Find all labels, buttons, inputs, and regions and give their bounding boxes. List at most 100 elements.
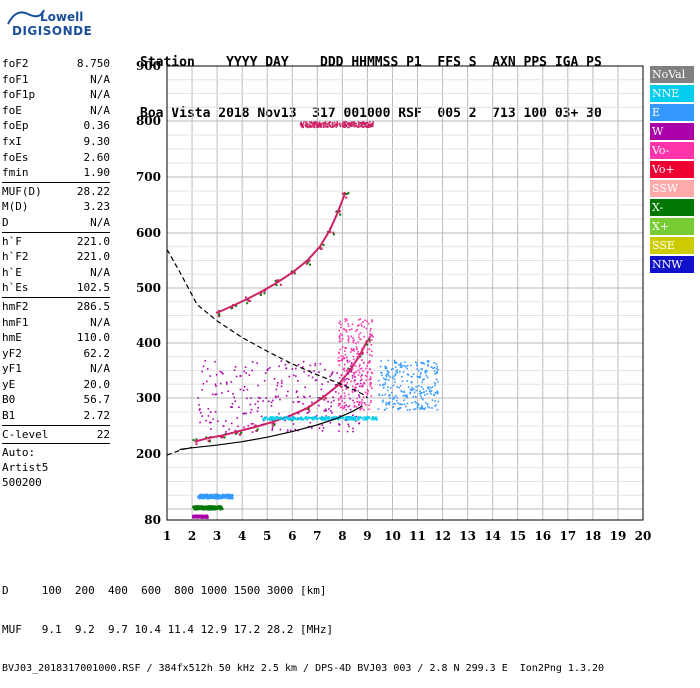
echo-point	[210, 428, 212, 430]
echo-point	[206, 495, 208, 497]
echo-point	[345, 370, 348, 372]
echo-point	[342, 121, 345, 124]
param-value: 110.0	[76, 331, 110, 345]
echo-point	[382, 383, 385, 386]
echo-point	[200, 497, 203, 499]
echo-point	[364, 367, 367, 370]
echo-point	[333, 125, 336, 128]
echo-point	[416, 405, 419, 407]
echo-point	[278, 417, 281, 419]
echo-point	[340, 326, 342, 329]
echo-point	[267, 418, 270, 420]
echo-point	[369, 385, 372, 387]
echo-point	[223, 497, 225, 499]
echo-point	[315, 416, 318, 418]
echo-point	[344, 363, 346, 366]
echo-point	[370, 344, 373, 346]
echo-point	[298, 400, 301, 403]
param-row: M(D) 3.23	[2, 199, 110, 215]
echo-point	[352, 125, 355, 127]
echo-point	[370, 399, 372, 402]
echo-point	[436, 408, 439, 411]
param-label: h`F	[2, 234, 22, 248]
echo-point	[387, 379, 390, 381]
echo-point	[193, 508, 196, 511]
echo-point	[403, 391, 406, 394]
header-line2: Boa Vista 2018 Nov13 317 001000 RSF 005 …	[140, 106, 602, 121]
echo-point	[378, 393, 381, 396]
echo-point	[390, 368, 393, 371]
echo-point	[319, 417, 322, 419]
echo-point	[274, 418, 277, 421]
echo-point	[227, 496, 229, 499]
echo-point	[324, 122, 327, 125]
echo-point	[340, 359, 342, 362]
echo-point	[366, 124, 368, 127]
echo-point	[351, 390, 354, 392]
echo-point	[415, 395, 417, 398]
echo-point	[433, 366, 436, 369]
echo-point	[194, 515, 197, 518]
echo-point	[391, 377, 394, 379]
echo-point	[358, 385, 361, 388]
echo-point	[368, 123, 370, 126]
echo-point	[425, 369, 427, 372]
echo-point	[242, 412, 245, 415]
echo-point	[206, 514, 209, 517]
echo-point	[280, 360, 283, 362]
echo-point	[435, 367, 438, 370]
echo-point	[352, 337, 354, 339]
echo-point	[387, 401, 390, 404]
echo-point	[194, 505, 196, 508]
echo-point	[338, 322, 341, 325]
param-label: MUF(D)	[2, 184, 42, 198]
echo-point	[225, 420, 227, 422]
echo-point	[425, 390, 428, 392]
echo-point	[370, 382, 372, 384]
echo-point	[300, 417, 303, 419]
echo-point	[343, 122, 346, 125]
trace-point	[275, 284, 278, 287]
param-value: 22	[96, 427, 110, 441]
echo-point	[303, 395, 305, 398]
param-label: hmE	[2, 331, 22, 345]
echo-point	[358, 125, 360, 128]
echo-point	[371, 125, 374, 128]
echo-point	[233, 396, 236, 399]
echo-point	[245, 412, 247, 415]
echo-point	[225, 381, 228, 384]
echo-point	[364, 125, 366, 127]
echo-point	[198, 404, 200, 406]
echo-point	[406, 367, 408, 370]
echo-point	[287, 418, 289, 420]
echo-point	[214, 393, 216, 396]
echo-point	[206, 505, 209, 508]
param-label: foE	[2, 103, 22, 117]
echo-point	[256, 410, 259, 413]
echo-point	[392, 406, 395, 408]
echo-point	[305, 125, 308, 128]
echo-point	[218, 506, 221, 509]
echo-point	[394, 373, 397, 375]
param-row: B1 2.72	[2, 408, 110, 424]
echo-point	[358, 333, 360, 336]
trace-point	[308, 409, 311, 412]
echo-point	[198, 409, 201, 411]
echo-point	[199, 508, 202, 511]
echo-point	[264, 418, 266, 421]
echo-point	[351, 323, 354, 326]
echo-point	[324, 121, 327, 123]
echo-point	[257, 406, 259, 409]
echo-point	[357, 416, 360, 418]
echo-point	[372, 335, 374, 338]
echo-point	[437, 400, 440, 403]
legend-item: X+	[650, 218, 694, 235]
echo-point	[315, 121, 318, 123]
echo-point	[335, 126, 337, 128]
y-tick-label: 700	[136, 170, 161, 184]
echo-point	[311, 418, 313, 420]
echo-point	[230, 406, 232, 408]
trace-point	[235, 432, 238, 435]
echo-point	[327, 418, 329, 421]
echo-point	[359, 368, 362, 370]
